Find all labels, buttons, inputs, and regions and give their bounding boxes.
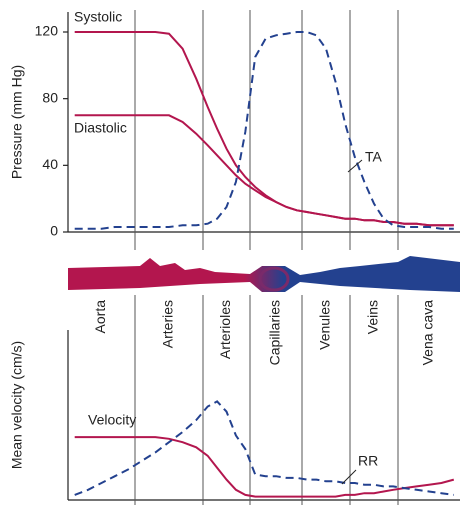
series-line bbox=[74, 31, 454, 230]
x-tick-label: Veins bbox=[365, 300, 381, 334]
series-label: TA bbox=[365, 149, 383, 165]
x-tick-label: Arteries bbox=[160, 300, 176, 348]
y-tick-label: 0 bbox=[50, 223, 58, 239]
y-axis-label: Pressure (mm Hg) bbox=[9, 65, 25, 179]
leader bbox=[341, 469, 357, 485]
x-tick-label: Arterioles bbox=[217, 300, 233, 359]
series-label: RR bbox=[358, 453, 378, 469]
series-line bbox=[74, 114, 454, 227]
series-label: Velocity bbox=[88, 412, 136, 428]
series-line bbox=[74, 436, 455, 498]
y-tick-label: 120 bbox=[35, 23, 59, 39]
vessel-strip bbox=[68, 256, 460, 292]
x-tick-label: Capillaries bbox=[267, 300, 283, 365]
series-label: Diastolic bbox=[74, 120, 127, 136]
leader bbox=[347, 159, 363, 173]
x-tick-label: Venules bbox=[317, 300, 333, 350]
x-tick-label: Vena cava bbox=[420, 300, 436, 366]
y-tick-label: 40 bbox=[42, 156, 58, 172]
y-axis-label: Mean velocity (cm/s) bbox=[9, 341, 25, 469]
series-line bbox=[74, 400, 454, 496]
x-tick-label: Aorta bbox=[92, 300, 108, 334]
series-label: Systolic bbox=[74, 9, 122, 25]
y-tick-label: 80 bbox=[42, 89, 58, 105]
